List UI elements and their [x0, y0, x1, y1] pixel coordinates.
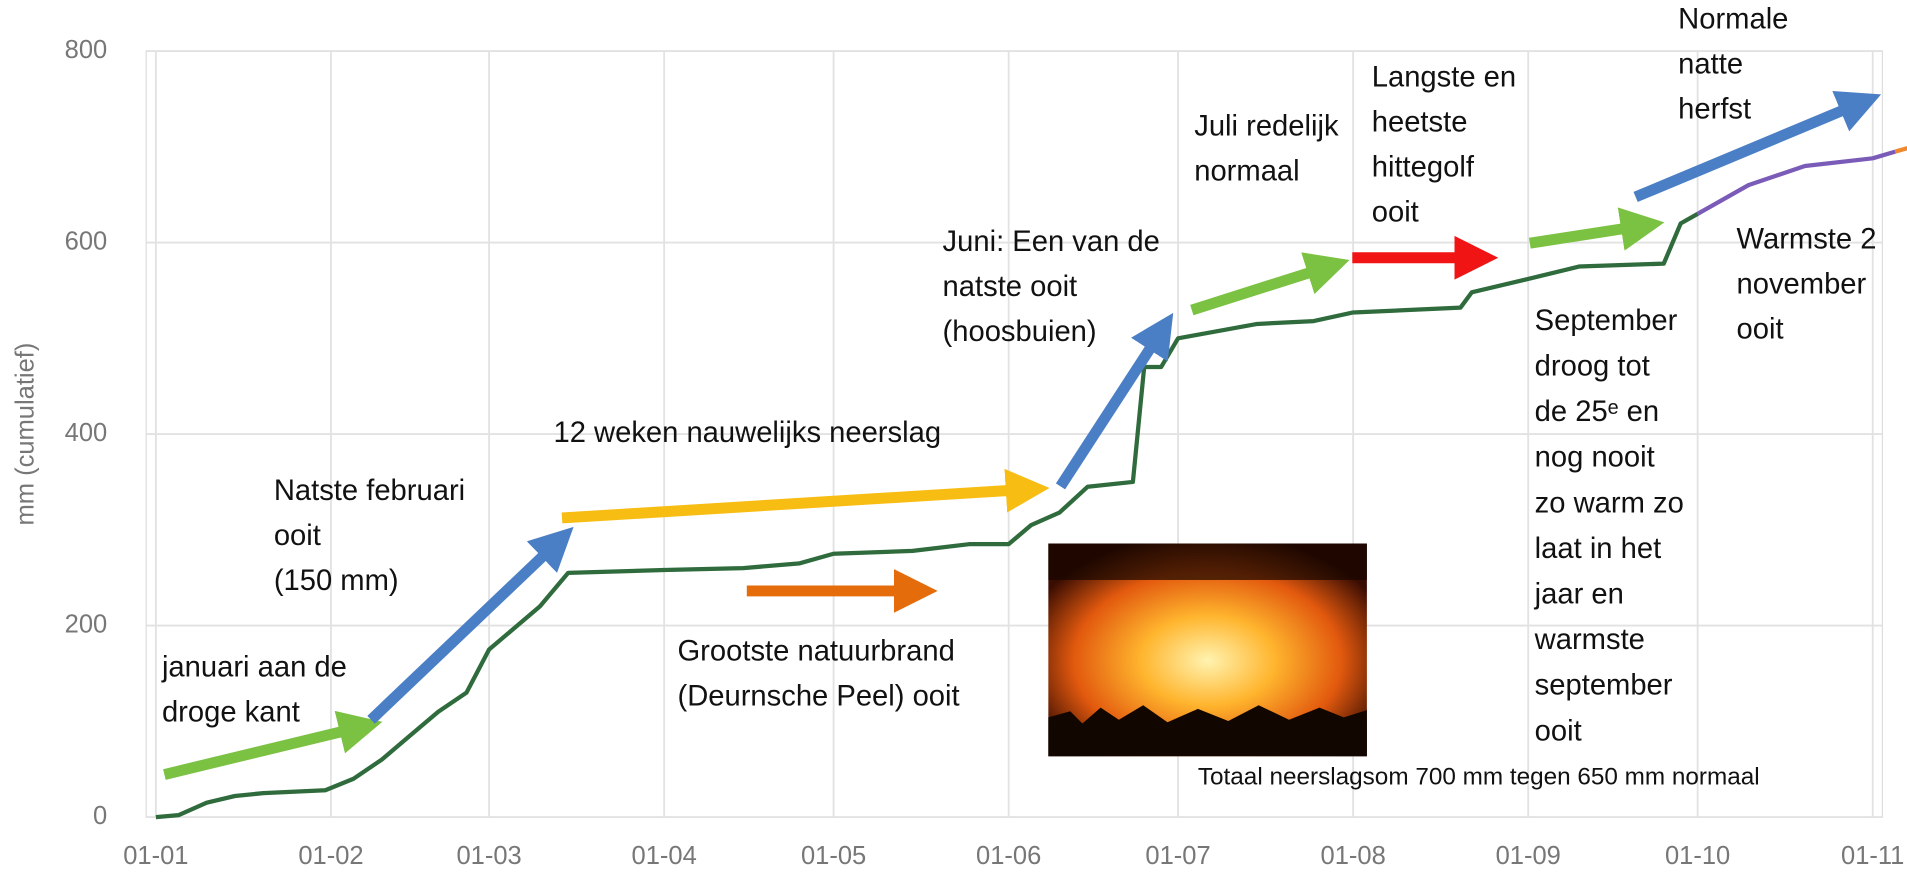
annotation: normaal [1194, 155, 1299, 187]
annotation: Normale [1678, 3, 1788, 35]
annotation: laat in het [1535, 533, 1662, 565]
annotation: (150 mm) [274, 565, 399, 597]
annotation: (hoosbuien) [943, 316, 1097, 348]
annotation: september [1535, 670, 1673, 702]
y-tick-label: 800 [65, 36, 108, 64]
annotation: herfst [1678, 93, 1751, 125]
x-tick-label: 01-11 [1841, 842, 1904, 870]
x-tick-label: 01-04 [632, 842, 697, 870]
annotation: warmste [1534, 624, 1645, 656]
data-line [1895, 147, 1907, 152]
annotation: natte [1678, 48, 1743, 80]
x-tick-label: 01-02 [298, 842, 363, 870]
annotation: ooit [1535, 715, 1582, 747]
x-tick-label: 01-07 [1145, 842, 1210, 870]
annotation: natste ooit [943, 271, 1078, 303]
x-tick-label: 01-08 [1321, 842, 1386, 870]
y-tick-label: 400 [65, 419, 108, 447]
annotation: jaar en [1534, 578, 1624, 610]
annotation: Juli redelijk [1194, 110, 1339, 142]
annotation: Totaal neerslagsom 700 mm tegen 650 mm n… [1198, 764, 1760, 791]
annotation: (Deurnsche Peel) ooit [677, 681, 959, 713]
chart: mm (cumulatief) 0 200 400 600 800 01-01 01-02 0… [0, 0, 1907, 873]
annotation: Langste en [1372, 62, 1516, 94]
x-tick-label: 01-03 [456, 842, 521, 870]
x-tick-label: 01-06 [976, 842, 1041, 870]
annotation: heetste [1372, 107, 1468, 139]
annotation: hittegolf [1372, 152, 1475, 184]
annotation: Grootste natuurbrand [677, 636, 954, 668]
annotation: nog nooit [1535, 442, 1655, 474]
page: mm (cumulatief) 0 200 400 600 800 01-01 01-02 0… [0, 0, 1907, 873]
y-tick-label: 0 [93, 802, 107, 830]
x-tick-label: 01-09 [1496, 842, 1561, 870]
annotation: november [1737, 268, 1867, 300]
data-line [156, 214, 1698, 817]
annotation: zo warm zo [1535, 487, 1684, 519]
x-tick-label: 01-10 [1665, 842, 1730, 870]
y-tick-label: 600 [65, 227, 108, 255]
annotation: Warmste 2 [1737, 223, 1877, 255]
annotation: Natste februari [274, 475, 465, 507]
annotation: ooit [1372, 197, 1419, 229]
x-tick-label: 01-05 [801, 842, 866, 870]
y-tick-label: 200 [65, 610, 108, 638]
annotation: 12 weken nauwelijks neerslag [553, 417, 941, 449]
annotation: September [1535, 305, 1678, 337]
annotation: ooit [274, 520, 321, 552]
x-tick-label: 01-01 [123, 842, 188, 870]
annotation: de 25ᵉ en [1535, 396, 1659, 428]
annotation: Juni: Een van de [943, 226, 1160, 258]
annotation: droge kant [162, 696, 300, 728]
fire-photo [1048, 543, 1367, 756]
annotation: januari aan de [161, 651, 347, 683]
annotation: droog tot [1535, 351, 1650, 383]
y-axis-label: mm (cumulatief) [12, 343, 40, 526]
annotation: ooit [1737, 313, 1784, 345]
